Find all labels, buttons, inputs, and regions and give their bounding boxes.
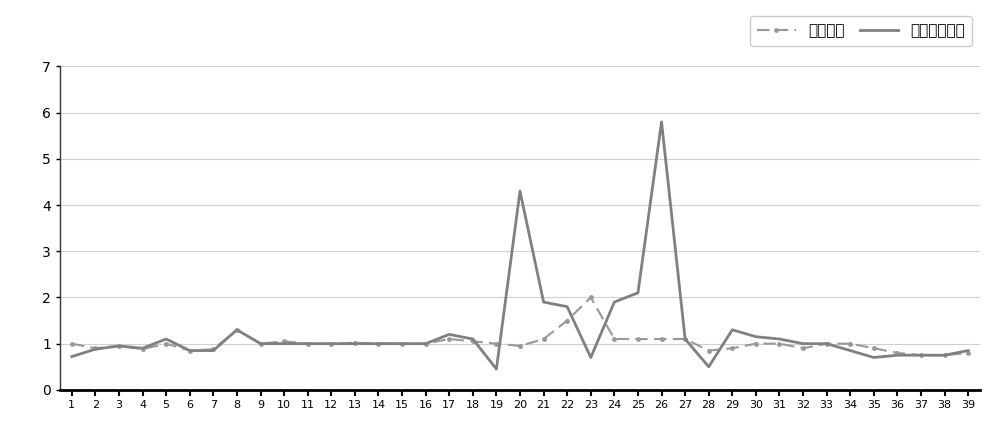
预埋电极激电: [396, 341, 408, 346]
传统激电: [231, 327, 243, 332]
传统激电: [66, 341, 78, 346]
预埋电极激电: [514, 189, 526, 194]
预埋电极激电: [443, 332, 455, 337]
预埋电极激电: [490, 366, 502, 372]
传统激电: [844, 341, 856, 346]
预埋电极激电: [538, 299, 550, 305]
预埋电极激电: [891, 353, 903, 358]
预埋电极激电: [302, 341, 314, 346]
传统激电: [962, 350, 974, 356]
传统激电: [821, 341, 833, 346]
传统激电: [302, 341, 314, 346]
预埋电极激电: [184, 348, 196, 353]
预埋电极激电: [325, 341, 337, 346]
预埋电极激电: [750, 334, 762, 339]
传统激电: [514, 343, 526, 349]
传统激电: [891, 350, 903, 356]
预埋电极激电: [821, 341, 833, 346]
预埋电极激电: [207, 348, 219, 353]
传统激电: [184, 348, 196, 353]
传统激电: [608, 336, 620, 342]
预埋电极激电: [962, 348, 974, 353]
预埋电极激电: [844, 348, 856, 353]
预埋电极激电: [797, 341, 809, 346]
传统激电: [632, 336, 644, 342]
预埋电极激电: [939, 353, 951, 358]
传统激电: [207, 346, 219, 352]
预埋电极激电: [561, 304, 573, 309]
预埋电极激电: [773, 336, 785, 342]
传统激电: [137, 346, 149, 352]
预埋电极激电: [66, 354, 78, 359]
传统激电: [679, 336, 691, 342]
传统激电: [538, 336, 550, 342]
传统激电: [797, 346, 809, 351]
传统激电: [420, 341, 432, 346]
Legend: 传统激电, 预埋电极激电: 传统激电, 预埋电极激电: [750, 16, 972, 46]
预埋电极激电: [372, 341, 384, 346]
预埋电极激电: [420, 341, 432, 346]
预埋电极激电: [255, 341, 267, 346]
传统激电: [160, 341, 172, 346]
传统激电: [278, 338, 290, 344]
预埋电极激电: [113, 343, 125, 349]
传统激电: [467, 338, 479, 344]
传统激电: [325, 341, 337, 346]
传统激电: [561, 318, 573, 323]
预埋电极激电: [868, 355, 880, 360]
传统激电: [113, 343, 125, 349]
传统激电: [349, 340, 361, 346]
传统激电: [703, 348, 715, 353]
传统激电: [490, 341, 502, 346]
预埋电极激电: [137, 346, 149, 351]
传统激电: [255, 341, 267, 346]
传统激电: [372, 341, 384, 346]
预埋电极激电: [656, 119, 668, 124]
预埋电极激电: [703, 364, 715, 369]
预埋电极激电: [467, 336, 479, 342]
预埋电极激电: [726, 327, 738, 332]
传统激电: [89, 346, 101, 351]
传统激电: [939, 353, 951, 358]
预埋电极激电: [585, 355, 597, 360]
传统激电: [726, 346, 738, 351]
预埋电极激电: [679, 336, 691, 342]
传统激电: [656, 336, 668, 342]
传统激电: [585, 295, 597, 300]
预埋电极激电: [160, 336, 172, 342]
传统激电: [868, 346, 880, 351]
预埋电极激电: [231, 327, 243, 332]
预埋电极激电: [349, 341, 361, 346]
传统激电: [750, 341, 762, 346]
传统激电: [773, 341, 785, 346]
预埋电极激电: [915, 353, 927, 358]
预埋电极激电: [632, 290, 644, 295]
预埋电极激电: [89, 346, 101, 352]
传统激电: [915, 353, 927, 358]
传统激电: [443, 336, 455, 342]
预埋电极激电: [608, 299, 620, 305]
Line: 传统激电: 传统激电: [68, 294, 972, 359]
传统激电: [396, 341, 408, 346]
预埋电极激电: [278, 341, 290, 346]
Line: 预埋电极激电: 预埋电极激电: [72, 122, 968, 369]
